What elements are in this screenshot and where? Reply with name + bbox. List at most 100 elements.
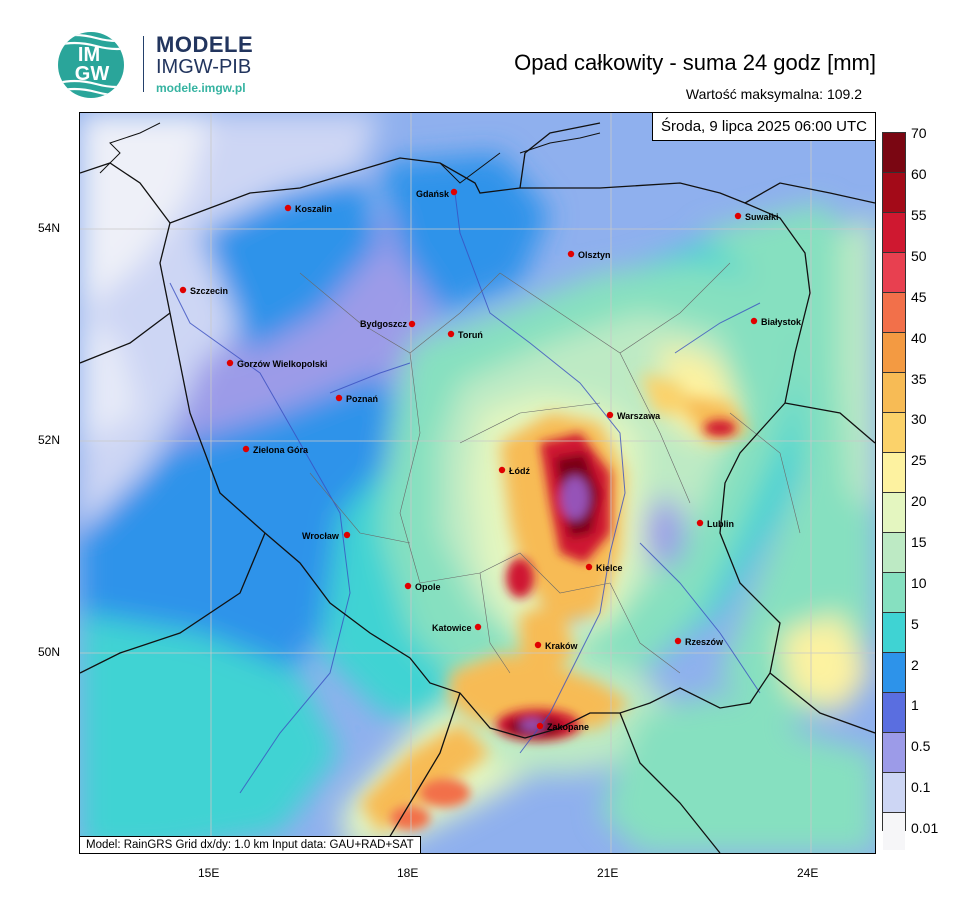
colorbar-label: 10 (911, 575, 927, 591)
svg-text:Gorzów Wielkopolski: Gorzów Wielkopolski (237, 359, 327, 369)
city-szczecin[interactable]: Szczecin (179, 286, 228, 296)
lon-tick-18e: 18E (397, 866, 419, 880)
svg-text:Białystok: Białystok (761, 317, 802, 327)
colorbar-label: 35 (911, 371, 927, 387)
city-koszalin[interactable]: Koszalin (284, 204, 332, 214)
precip-field (80, 113, 875, 853)
city-lodz[interactable]: Łódź (498, 466, 531, 476)
colorbar-label: 55 (911, 207, 927, 223)
colorbar-label: 20 (911, 493, 927, 509)
lon-tick-21e: 21E (597, 866, 619, 880)
colorbar-label: 0.1 (911, 779, 931, 795)
svg-text:Katowice: Katowice (432, 623, 472, 633)
city-opole[interactable]: Opole (404, 582, 441, 592)
rivers (169, 192, 761, 794)
city-bialystok[interactable]: Białystok (750, 317, 802, 327)
colorbar-cell (883, 773, 905, 813)
colorbar-cell (883, 413, 905, 453)
colorbar-cell (883, 333, 905, 373)
imgw-logo: IM GW (56, 30, 136, 100)
voivodeship-borders (299, 262, 801, 674)
precipitation-map: Gdańsk Koszalin Szczecin Olsztyn Suwałki… (79, 112, 876, 854)
colorbar-cell (883, 493, 905, 533)
colorbar-label: 15 (911, 534, 927, 550)
colorbar-cell (883, 253, 905, 293)
city-wroclaw[interactable]: Wrocław (302, 531, 351, 541)
svg-text:Gdańsk: Gdańsk (416, 189, 450, 199)
svg-text:Toruń: Toruń (458, 330, 483, 340)
logo-text-bottom: GW (75, 63, 110, 85)
colorbar-label: 0.01 (911, 820, 939, 836)
brand-url[interactable]: modele.imgw.pl (156, 81, 246, 95)
colorbar-label: 2 (911, 657, 919, 673)
colorbar-cell (883, 213, 905, 253)
colorbar-label: 1 (911, 697, 919, 713)
colorbar-cell (883, 533, 905, 573)
colorbar-label: 40 (911, 330, 927, 346)
colorbar-label: 25 (911, 452, 927, 468)
colorbar-label: 60 (911, 166, 927, 182)
city-krakow[interactable]: Kraków (534, 641, 579, 651)
lon-tick-24e: 24E (797, 866, 819, 880)
city-gdansk[interactable]: Gdańsk (416, 188, 458, 199)
svg-text:Wrocław: Wrocław (302, 531, 340, 541)
svg-text:Szczecin: Szczecin (190, 286, 228, 296)
city-kielce[interactable]: Kielce (585, 563, 623, 573)
colorbar-cell (883, 653, 905, 693)
max-value-label: Wartość maksymalna: 109.2 (685, 86, 862, 102)
colorbar-cell (883, 293, 905, 333)
colorbar-label: 50 (911, 248, 927, 264)
city-markers: Gdańsk Koszalin Szczecin Olsztyn Suwałki… (179, 188, 802, 732)
lat-tick-50n: 50N (38, 645, 61, 659)
colorbar-label: 5 (911, 616, 919, 632)
precip-colorbar (882, 132, 906, 850)
colorbar-cell (883, 453, 905, 493)
colorbar-cell (883, 173, 905, 213)
graticule (80, 113, 875, 853)
city-olsztyn[interactable]: Olsztyn (567, 250, 611, 260)
city-bydgoszcz[interactable]: Bydgoszcz (360, 319, 416, 329)
colorbar-cell (883, 373, 905, 413)
colorbar-label: 30 (911, 411, 927, 427)
city-warszawa[interactable]: Warszawa (606, 411, 661, 421)
city-torun[interactable]: Toruń (447, 330, 483, 340)
colorbar-cell (883, 573, 905, 613)
colorbar-cell (883, 613, 905, 653)
colorbar-cell (883, 693, 905, 733)
model-info-label: Model: RainGRS Grid dx/dy: 1.0 km Input … (80, 836, 421, 853)
city-lublin[interactable]: Lublin (696, 519, 734, 529)
coastline (99, 122, 601, 184)
city-zakopane[interactable]: Zakopane (536, 722, 589, 732)
country-borders (80, 122, 875, 853)
city-gorzow-wielkopolski[interactable]: Gorzów Wielkopolski (226, 359, 328, 369)
colorbar-cell (883, 813, 905, 850)
colorbar-cell (883, 133, 905, 173)
svg-text:Kielce: Kielce (596, 563, 623, 573)
map-title: Opad całkowity - suma 24 godz [mm] (514, 50, 876, 75)
svg-text:Lublin: Lublin (707, 519, 734, 529)
brand-subtitle: IMGW-PIB (156, 56, 252, 78)
city-poznan[interactable]: Poznań (335, 394, 378, 404)
lat-tick-54n: 54N (38, 221, 61, 235)
svg-text:Zakopane: Zakopane (547, 722, 589, 732)
colorbar-label: 70 (911, 125, 927, 141)
city-rzeszow[interactable]: Rzeszów (674, 637, 724, 647)
svg-text:Warszawa: Warszawa (617, 411, 661, 421)
logo-text-top: IM (78, 44, 100, 66)
svg-text:Olsztyn: Olsztyn (578, 250, 611, 260)
colorbar-label: 0.5 (911, 738, 931, 754)
brand-name: MODELE (156, 32, 254, 57)
svg-text:Poznań: Poznań (346, 394, 378, 404)
svg-text:Bydgoszcz: Bydgoszcz (360, 319, 408, 329)
city-suwalki[interactable]: Suwałki (734, 212, 779, 222)
colorbar-label: 45 (911, 289, 927, 305)
city-zielona-gora[interactable]: Zielona Góra (242, 445, 309, 455)
svg-text:Kraków: Kraków (545, 641, 579, 651)
lat-tick-52n: 52N (38, 433, 61, 447)
svg-text:Zielona Góra: Zielona Góra (253, 445, 309, 455)
svg-text:Opole: Opole (415, 582, 441, 592)
city-katowice[interactable]: Katowice (432, 623, 482, 633)
date-label: Środa, 9 lipca 2025 06:00 UTC (652, 113, 875, 141)
colorbar-cell (883, 733, 905, 773)
svg-text:Suwałki: Suwałki (745, 212, 779, 222)
